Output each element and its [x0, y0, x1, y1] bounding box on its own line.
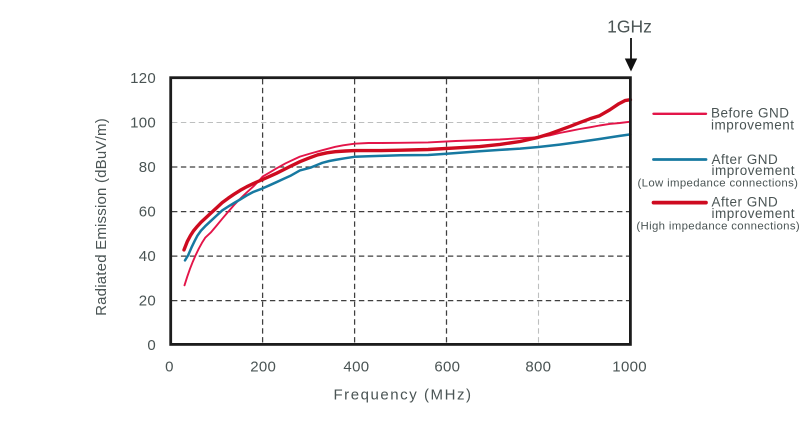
svg-text:1000: 1000 [612, 359, 647, 376]
svg-text:40: 40 [139, 248, 156, 265]
svg-text:After GND: After GND [712, 194, 779, 209]
svg-text:800: 800 [525, 359, 551, 376]
svg-text:60: 60 [139, 204, 156, 221]
svg-text:200: 200 [250, 359, 276, 376]
svg-text:400: 400 [343, 359, 369, 376]
svg-text:120: 120 [130, 70, 156, 87]
svg-text:After GND: After GND [712, 152, 779, 167]
svg-text:Frequency (MHz): Frequency (MHz) [333, 387, 472, 404]
svg-text:600: 600 [434, 359, 460, 376]
svg-text:improvement: improvement [712, 206, 796, 221]
svg-text:(High impedance connections): (High impedance connections) [636, 220, 800, 232]
svg-text:1GHz: 1GHz [607, 16, 652, 36]
svg-text:improvement: improvement [712, 163, 796, 178]
svg-text:100: 100 [130, 115, 156, 132]
svg-text:improvement: improvement [711, 117, 795, 132]
svg-text:0: 0 [165, 359, 174, 376]
svg-text:Radiated Emission (dBuV/m): Radiated Emission (dBuV/m) [93, 118, 110, 316]
svg-text:80: 80 [139, 159, 156, 176]
svg-text:(Low impedance connections): (Low impedance connections) [638, 177, 799, 189]
svg-text:0: 0 [147, 337, 156, 354]
svg-text:Before GND: Before GND [711, 106, 790, 121]
svg-text:20: 20 [139, 293, 156, 310]
